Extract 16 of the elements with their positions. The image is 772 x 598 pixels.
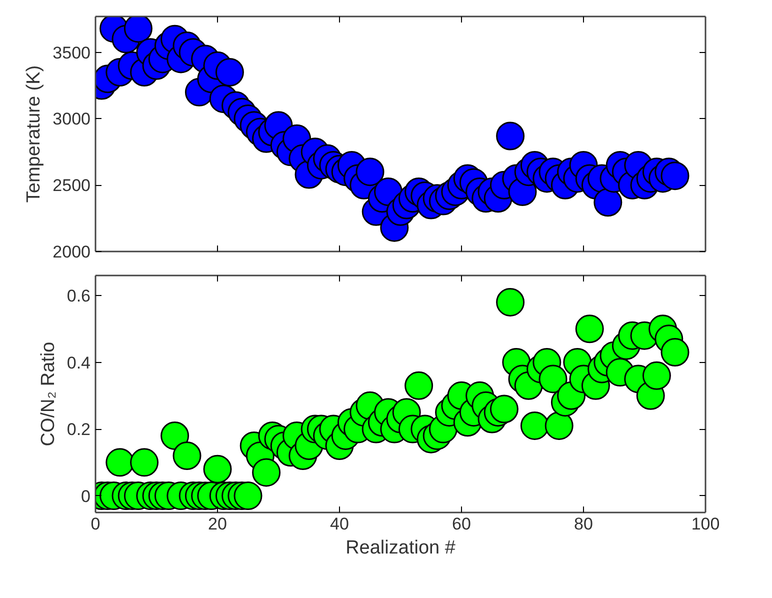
y-axis-title: Temperature (K) — [24, 65, 45, 203]
y-tick-label: 3000 — [52, 110, 91, 129]
x-tick-label: 100 — [691, 514, 720, 534]
y-tick-label: 3500 — [52, 43, 91, 62]
x-tick-label: 80 — [574, 514, 593, 534]
y-tick-label: 2000 — [52, 242, 91, 262]
y-tick-label: 0.6 — [66, 286, 91, 306]
x-tick-label: 40 — [330, 514, 349, 534]
x-axis-title: Realization # — [346, 538, 456, 558]
y-axis-title: CO/N₂ Ratio — [38, 342, 59, 446]
x-tick-label: 20 — [208, 514, 227, 534]
y-tick-label: 0 — [81, 486, 91, 506]
y-tick-label: 2500 — [52, 176, 91, 196]
y-tick-label: 0.2 — [66, 420, 91, 440]
x-tick-label: 60 — [452, 514, 471, 534]
y-tick-label: 0.4 — [66, 353, 91, 372]
